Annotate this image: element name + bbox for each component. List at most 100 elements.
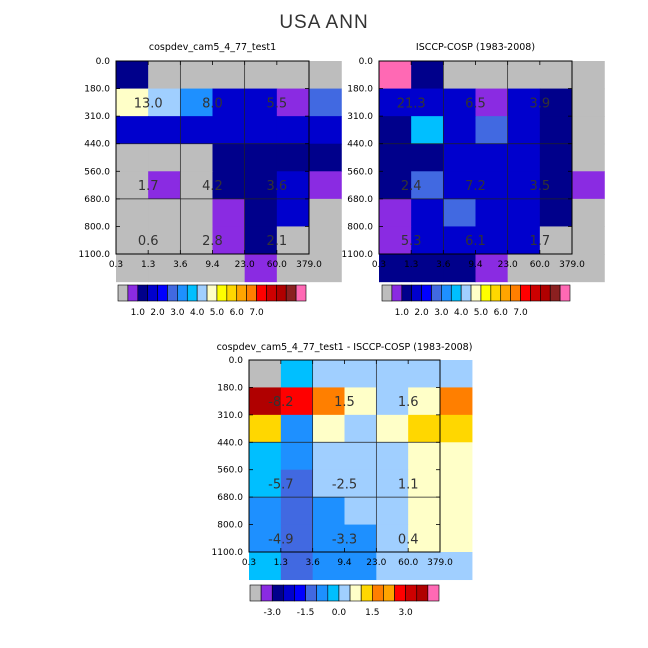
data-label: 5.3 [401, 234, 422, 249]
heatmap-cell [376, 524, 409, 553]
heatmap-cell [572, 226, 605, 255]
x-tick-label: 0.3 [109, 260, 123, 270]
heatmap-cell [408, 497, 441, 526]
heatmap-cell [276, 143, 310, 172]
heatmap-cell [180, 88, 214, 117]
colorbar-tick-label: 2.0 [150, 308, 165, 318]
heatmap-cell [312, 442, 346, 471]
colorbar-3: -3.0 -1.5 0.0 1.5 3.0 [249, 584, 440, 618]
heatmap-cell [249, 497, 282, 526]
heatmap-cell [244, 116, 278, 145]
colorbar-tick-label: 5.0 [474, 308, 489, 318]
heatmap-cell [411, 116, 444, 145]
heatmap-cell [312, 524, 346, 553]
colorbar-tick-label: 6.0 [494, 308, 509, 318]
heatmap-cell [344, 552, 377, 581]
heatmap-cell [376, 469, 409, 498]
heatmap-cell [411, 143, 444, 172]
colorbar-swatch [186, 284, 198, 302]
data-label: 1.7 [138, 179, 159, 194]
colorbar-swatch [276, 284, 287, 302]
heatmap-cell [507, 198, 541, 228]
heatmap-cell [572, 198, 605, 228]
colorbar-swatch [431, 284, 442, 302]
heatmap-cell [376, 497, 409, 526]
colorbar-swatch [294, 584, 306, 602]
data-label: 1.5 [334, 395, 355, 410]
colorbar-swatch [549, 284, 561, 302]
data-label: 0.6 [138, 234, 159, 249]
heatmap-cell [309, 198, 342, 228]
colorbar-tick-label: 1.5 [365, 608, 379, 618]
heatmap-cell [539, 116, 573, 145]
colorbar-swatch [401, 284, 412, 302]
data-label: -5.7 [268, 477, 293, 492]
x-tick-label: 379.0 [296, 260, 322, 270]
heatmap-cell [507, 116, 541, 145]
colorbar-swatch [381, 284, 393, 302]
heatmap-cell [379, 61, 412, 90]
heatmap-cell [276, 198, 310, 228]
heatmap-cell [212, 226, 246, 255]
heatmap-cell [475, 226, 509, 255]
data-label: 6.5 [465, 96, 486, 111]
heatmap-panel-1: 0.3 1.3 3.6 9.4 23.0 60.0 379.0 0.0 180.0 310.0 44… [79, 42, 342, 283]
colorbar-swatch [510, 284, 521, 302]
heatmap-cell [249, 469, 282, 498]
heatmap-cell [572, 88, 605, 117]
heatmap-cell [180, 143, 214, 172]
heatmap-cell [312, 469, 346, 498]
colorbar-swatch [371, 584, 384, 602]
colorbar-swatch [271, 584, 284, 602]
colorbar-tick-label: 6.0 [230, 308, 245, 318]
heatmap-cell [344, 497, 377, 526]
y-tick-label: 310.0 [347, 112, 373, 122]
heatmap-cell [443, 226, 477, 255]
heatmap-panel-2: 0.3 1.3 3.6 9.4 23.0 60.0 379.0 0.0 180.0 310.0 44… [342, 42, 605, 283]
heatmap-cell [376, 442, 409, 471]
heatmap-cell [507, 143, 541, 172]
y-tick-label: 560.0 [84, 167, 110, 177]
heatmap-cell [475, 116, 509, 145]
colorbar-swatch [559, 284, 571, 302]
heatmap-cell [411, 198, 444, 228]
colorbar-swatch [416, 584, 429, 602]
colorbar-swatch [411, 284, 422, 302]
heatmap-cell [475, 254, 509, 283]
colorbar-tick-label: -3.0 [263, 608, 281, 618]
y-tick-label: 680.0 [84, 195, 110, 205]
colorbar-swatch [480, 284, 492, 302]
x-tick-label: 3.6 [173, 260, 188, 270]
heatmap-cell [411, 226, 444, 255]
x-tick-label: 1.3 [404, 260, 418, 270]
data-label: 6.1 [465, 234, 486, 249]
x-tick-label: 60.0 [530, 260, 550, 270]
heatmap-cell [376, 552, 409, 581]
data-label: 1.6 [398, 395, 419, 410]
data-label: 3.6 [266, 179, 287, 194]
colorbar-tick-label: 4.0 [454, 308, 469, 318]
heatmap-cell [280, 469, 314, 498]
heatmap-cell [443, 171, 477, 200]
data-label: 2.8 [202, 234, 223, 249]
colorbar-1: 1.0 2.0 3.0 4.0 5.0 6.0 7.0 [117, 284, 307, 318]
x-tick-label: 23.0 [498, 260, 518, 270]
y-tick-label: 310.0 [217, 411, 243, 421]
colorbar-swatch [470, 284, 482, 302]
colorbar-swatch [441, 284, 452, 302]
heatmap-cell [212, 116, 246, 145]
heatmap-cell [212, 254, 246, 283]
y-tick-label: 440.0 [217, 438, 243, 448]
heatmap-cell [539, 198, 573, 228]
x-tick-label: 3.6 [306, 558, 321, 568]
x-tick-label: 9.4 [337, 558, 352, 568]
heatmap-cell [443, 61, 477, 90]
colorbar-tick-label: 4.0 [190, 308, 205, 318]
heatmap-cell [148, 226, 181, 255]
heatmap-cell [148, 171, 181, 200]
colorbar-swatch [394, 584, 406, 602]
heatmap-cell [440, 524, 473, 553]
data-label: 0.4 [398, 532, 419, 547]
heatmap-cell [244, 254, 278, 283]
